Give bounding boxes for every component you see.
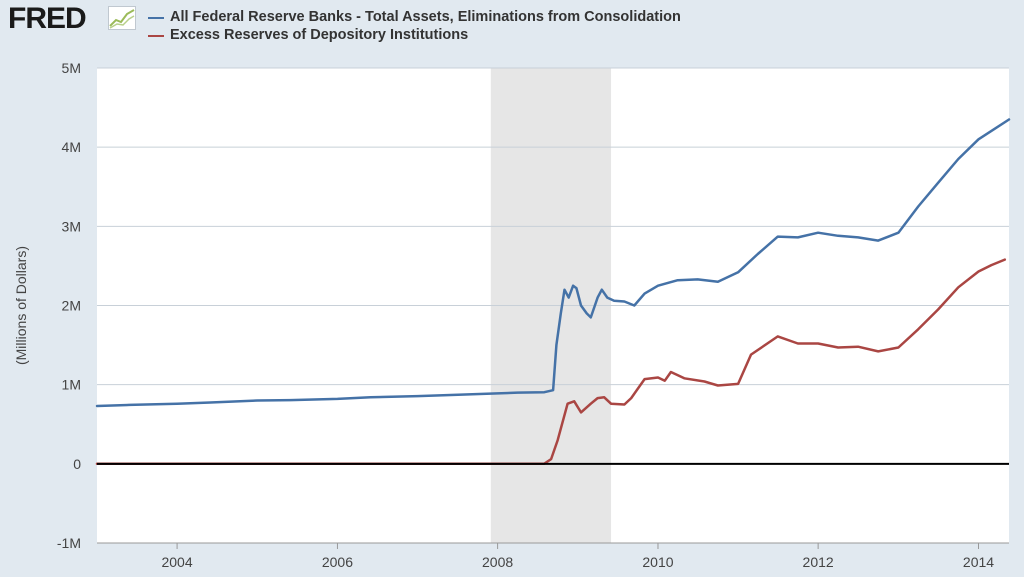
chart-header: FRED All Federal Reserve Banks - Total A… (0, 0, 1024, 62)
legend-swatch-excess-reserves (148, 35, 164, 37)
y-tick-label: 4M (62, 139, 81, 155)
x-tick-label: 2008 (482, 554, 513, 570)
x-tick-label: 2004 (161, 554, 192, 570)
series-line-excess-reserves (95, 258, 1007, 465)
y-tick-label: -1M (57, 535, 81, 551)
y-tick-label: 0 (73, 456, 81, 472)
fred-logo[interactable]: FRED (8, 2, 87, 35)
y-tick-label: 2M (62, 298, 81, 314)
x-tick-label: 2010 (642, 554, 673, 570)
y-tick-label: 5M (62, 60, 81, 76)
x-tick-label: 2006 (322, 554, 353, 570)
series-line-total-assets (95, 118, 1011, 408)
line-chart-icon (108, 6, 136, 30)
legend-label-total-assets: All Federal Reserve Banks - Total Assets… (170, 9, 681, 25)
x-tick-label: 2014 (963, 554, 994, 570)
y-axis-title: (Millions of Dollars) (13, 246, 29, 365)
y-tick-label: 3M (62, 218, 81, 234)
legend-swatch-total-assets (148, 17, 164, 19)
x-tick-label: 2012 (803, 554, 834, 570)
y-tick-label: 1M (62, 377, 81, 393)
legend-label-excess-reserves: Excess Reserves of Depository Institutio… (170, 27, 469, 43)
